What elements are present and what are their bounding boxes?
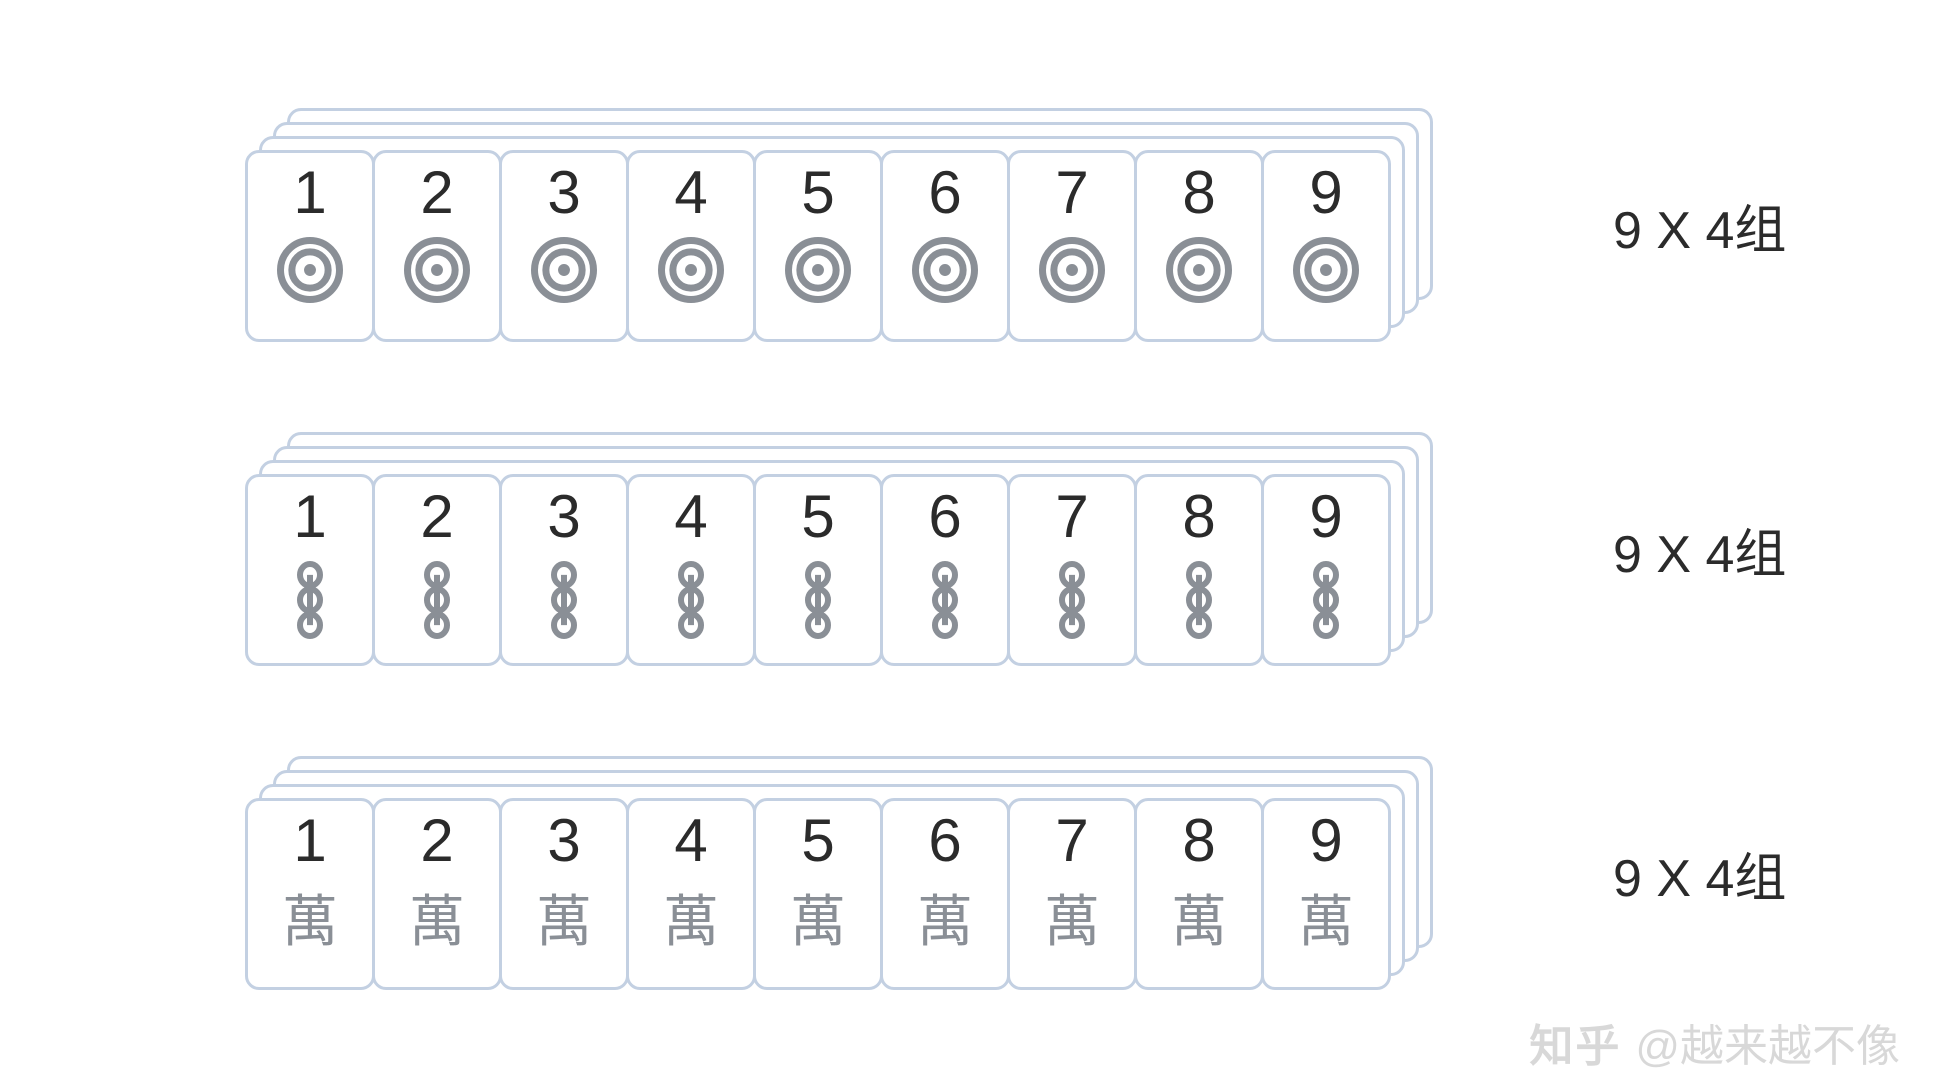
tile-number: 6 [928, 811, 961, 871]
diagram-canvas: 1 2 3 4 5 6 7 8 9 9 X 4组1 [0, 0, 1940, 1090]
tile-circles-1: 1 [245, 150, 375, 342]
tile-stack: 1 2 3 4 5 6 7 8 9 [245, 108, 1433, 342]
tile-number: 5 [801, 163, 834, 223]
tile-number: 6 [928, 487, 961, 547]
watermark-logo: 知乎 [1529, 1010, 1621, 1074]
tile-wan-7: 7萬 [1007, 798, 1137, 990]
row-count-label: 9 X 4组 [1613, 836, 1786, 911]
tile-number: 7 [1055, 811, 1088, 871]
tile-row-bamboo: 1 2 3 4 5 6 7 8 9 [245, 432, 1786, 666]
tile-circles-6: 6 [880, 150, 1010, 342]
tile-wan-5: 5萬 [753, 798, 883, 990]
tile-number: 6 [928, 163, 961, 223]
watermark: 知乎 @越来越不像 [1529, 1010, 1900, 1074]
wan-icon: 萬 [917, 877, 973, 958]
tile-wan-3: 3萬 [499, 798, 629, 990]
tile-circles-9: 9 [1261, 150, 1391, 342]
tile-circles-8: 8 [1134, 150, 1264, 342]
wan-icon: 萬 [409, 877, 465, 958]
tile-number: 2 [420, 487, 453, 547]
circle-icon [531, 237, 597, 303]
tile-bamboo-5: 5 [753, 474, 883, 666]
tile-circles-7: 7 [1007, 150, 1137, 342]
tile-wan-8: 8萬 [1134, 798, 1264, 990]
tile-circles-2: 2 [372, 150, 502, 342]
tile-wan-6: 6萬 [880, 798, 1010, 990]
wan-icon: 萬 [536, 877, 592, 958]
circle-icon [1293, 237, 1359, 303]
tile-bamboo-7: 7 [1007, 474, 1137, 666]
tile-number: 9 [1309, 811, 1342, 871]
tile-circles-5: 5 [753, 150, 883, 342]
tile-wan-4: 4萬 [626, 798, 756, 990]
tile-number: 8 [1182, 487, 1215, 547]
wan-icon: 萬 [282, 877, 338, 958]
circle-icon [1166, 237, 1232, 303]
tile-number: 7 [1055, 487, 1088, 547]
circle-icon [912, 237, 978, 303]
bamboo-icon [805, 561, 831, 639]
tile-number: 4 [674, 487, 707, 547]
tile-number: 2 [420, 163, 453, 223]
tile-bamboo-8: 8 [1134, 474, 1264, 666]
bamboo-icon [297, 561, 323, 639]
tile-number: 4 [674, 163, 707, 223]
tile-number: 3 [547, 163, 580, 223]
bamboo-icon [1186, 561, 1212, 639]
tile-bamboo-9: 9 [1261, 474, 1391, 666]
tile-strip: 1萬2萬3萬4萬5萬6萬7萬8萬9萬 [245, 798, 1391, 990]
tile-number: 8 [1182, 811, 1215, 871]
tile-circles-3: 3 [499, 150, 629, 342]
bamboo-icon [551, 561, 577, 639]
tile-number: 7 [1055, 163, 1088, 223]
tile-bamboo-6: 6 [880, 474, 1010, 666]
row-count-label: 9 X 4组 [1613, 188, 1786, 263]
circle-icon [1039, 237, 1105, 303]
tile-bamboo-4: 4 [626, 474, 756, 666]
tile-bamboo-3: 3 [499, 474, 629, 666]
tile-number: 3 [547, 487, 580, 547]
tile-bamboo-2: 2 [372, 474, 502, 666]
tile-circles-4: 4 [626, 150, 756, 342]
tile-strip: 1 2 3 4 5 6 7 8 9 [245, 474, 1391, 666]
circle-icon [785, 237, 851, 303]
tile-number: 1 [293, 811, 326, 871]
circle-icon [404, 237, 470, 303]
tile-stack: 1萬2萬3萬4萬5萬6萬7萬8萬9萬 [245, 756, 1433, 990]
wan-icon: 萬 [1298, 877, 1354, 958]
bamboo-icon [424, 561, 450, 639]
wan-icon: 萬 [663, 877, 719, 958]
tile-bamboo-1: 1 [245, 474, 375, 666]
tile-wan-1: 1萬 [245, 798, 375, 990]
tile-row-wan: 1萬2萬3萬4萬5萬6萬7萬8萬9萬9 X 4组 [245, 756, 1786, 990]
tile-strip: 1 2 3 4 5 6 7 8 9 [245, 150, 1391, 342]
bamboo-icon [678, 561, 704, 639]
tile-number: 1 [293, 487, 326, 547]
tile-wan-2: 2萬 [372, 798, 502, 990]
tile-number: 9 [1309, 487, 1342, 547]
wan-icon: 萬 [1044, 877, 1100, 958]
tile-row-circles: 1 2 3 4 5 6 7 8 9 9 X 4组 [245, 108, 1786, 342]
tile-number: 9 [1309, 163, 1342, 223]
tile-number: 5 [801, 811, 834, 871]
tile-wan-9: 9萬 [1261, 798, 1391, 990]
tile-number: 8 [1182, 163, 1215, 223]
circle-icon [277, 237, 343, 303]
wan-icon: 萬 [790, 877, 846, 958]
tile-stack: 1 2 3 4 5 6 7 8 9 [245, 432, 1433, 666]
bamboo-icon [1313, 561, 1339, 639]
wan-icon: 萬 [1171, 877, 1227, 958]
tile-number: 5 [801, 487, 834, 547]
tile-number: 3 [547, 811, 580, 871]
bamboo-icon [1059, 561, 1085, 639]
row-count-label: 9 X 4组 [1613, 512, 1786, 587]
tile-number: 2 [420, 811, 453, 871]
circle-icon [658, 237, 724, 303]
tile-number: 4 [674, 811, 707, 871]
tile-number: 1 [293, 163, 326, 223]
watermark-author: @越来越不像 [1635, 1010, 1900, 1074]
bamboo-icon [932, 561, 958, 639]
